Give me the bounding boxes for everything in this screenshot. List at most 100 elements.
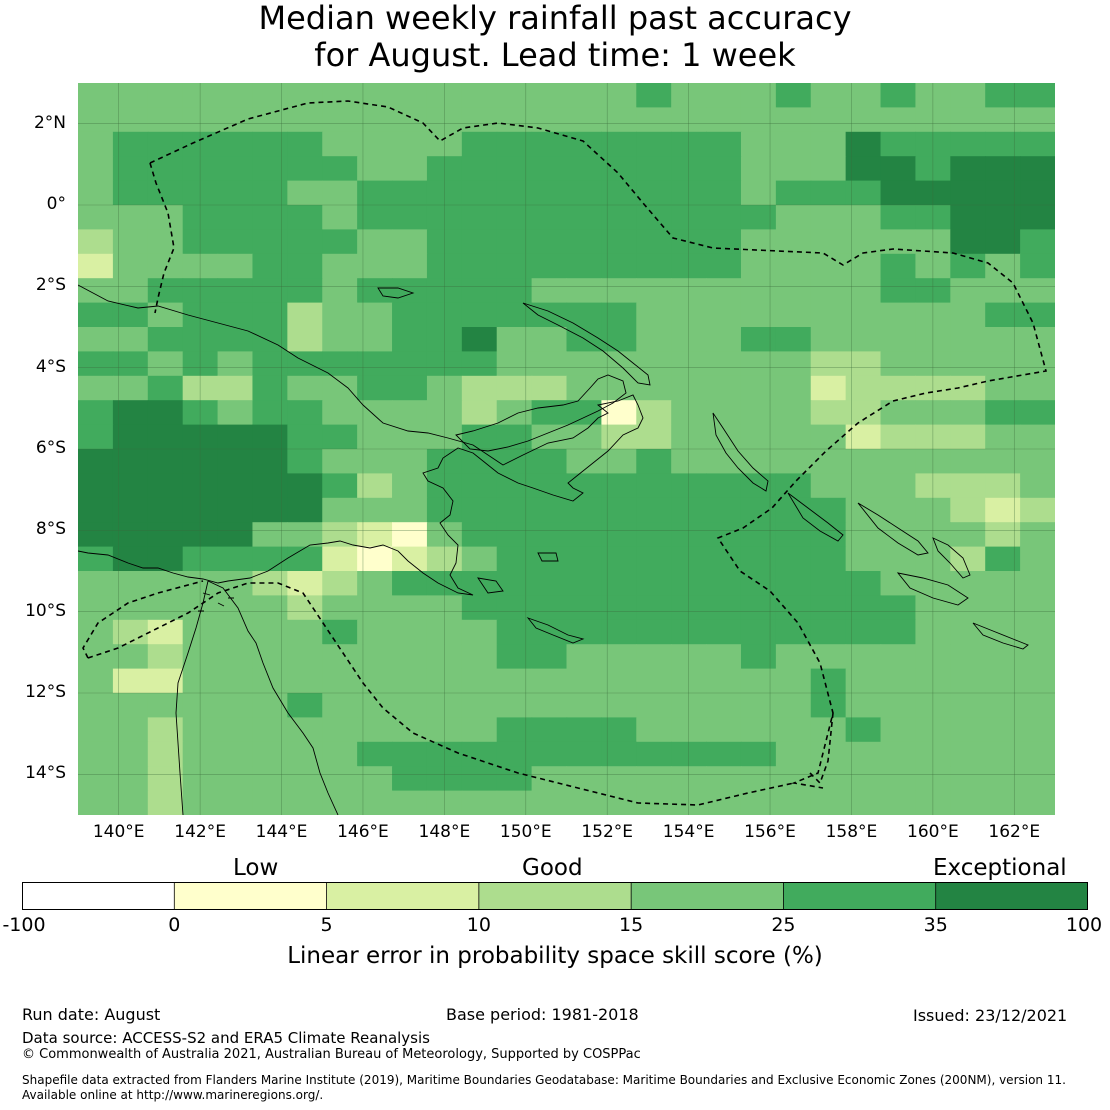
- score-cell: [287, 351, 323, 377]
- latitude-label: 2°N: [33, 112, 66, 133]
- score-cell: [985, 205, 1021, 230]
- score-cell: [287, 180, 323, 206]
- score-cell: [78, 497, 114, 523]
- score-cell: [950, 180, 986, 206]
- score-cell: [740, 327, 777, 352]
- score-cell: [357, 253, 393, 279]
- score-cell: [601, 766, 637, 792]
- score-cell: [147, 83, 184, 108]
- score-cell: [636, 693, 672, 718]
- score-cell: [147, 766, 184, 792]
- score-cell: [78, 351, 114, 377]
- score-cell: [217, 595, 254, 621]
- score-cell: [636, 156, 672, 182]
- score-cell: [496, 424, 533, 450]
- score-cell: [601, 546, 637, 572]
- score-cell: [845, 571, 882, 596]
- score-cell: [252, 302, 288, 328]
- score-cell: [531, 83, 568, 108]
- score-cell: [636, 302, 672, 328]
- score-cell: [775, 449, 812, 474]
- score-cell: [461, 449, 498, 474]
- score-cell: [461, 497, 498, 523]
- score-cell: [775, 351, 812, 377]
- choiseul-coastline: [787, 492, 844, 542]
- score-cell: [252, 473, 288, 499]
- score-cell: [461, 375, 498, 401]
- score-cell: [147, 449, 184, 474]
- score-cell: [252, 400, 288, 426]
- longitude-label: 154°E: [662, 822, 715, 842]
- score-cell: [496, 522, 533, 548]
- score-cell: [217, 668, 254, 694]
- score-cell: [810, 693, 847, 718]
- score-cell: [287, 449, 323, 474]
- score-cell: [706, 644, 742, 670]
- score-cell: [357, 131, 393, 157]
- score-cell: [392, 619, 428, 645]
- score-cell: [461, 522, 498, 548]
- score-cell: [810, 107, 847, 133]
- score-cell: [78, 229, 114, 255]
- guadalcanal-coastline: [896, 572, 969, 606]
- score-cell: [740, 790, 777, 815]
- score-cell: [78, 790, 114, 815]
- score-cell: [461, 229, 498, 255]
- manus-coastline: [377, 287, 415, 299]
- skill-score-map: [78, 83, 1055, 815]
- score-cell: [287, 375, 323, 401]
- score-cell: [357, 497, 393, 523]
- score-cell: [636, 424, 672, 450]
- score-cell: [287, 717, 323, 743]
- score-cell: [1020, 449, 1055, 474]
- score-cell: [112, 449, 149, 474]
- score-cell: [531, 790, 568, 815]
- new-britain-coastline: [455, 374, 627, 452]
- score-cell: [392, 400, 428, 426]
- score-cell: [950, 229, 986, 255]
- score-cell: [985, 522, 1021, 548]
- score-cell: [1020, 595, 1055, 621]
- score-cell: [217, 156, 254, 182]
- score-cell: [810, 619, 847, 645]
- png-eez-boundary: [149, 100, 1048, 789]
- score-cell: [810, 522, 847, 548]
- score-cell: [78, 156, 114, 182]
- score-cell: [392, 83, 428, 108]
- score-cell: [531, 497, 568, 523]
- score-cell: [740, 766, 777, 792]
- score-cell: [810, 83, 847, 108]
- score-cell: [496, 131, 533, 157]
- score-cell: [810, 449, 847, 474]
- score-cell: [636, 668, 672, 694]
- score-cell: [1020, 741, 1055, 767]
- score-cell: [880, 400, 917, 426]
- score-cell: [601, 668, 637, 694]
- score-cell: [78, 546, 114, 572]
- score-cell: [1020, 424, 1055, 450]
- colorbar-tick-label: 0: [168, 914, 181, 936]
- score-cell: [461, 278, 498, 304]
- score-cell: [740, 156, 777, 182]
- score-cell: [287, 546, 323, 572]
- score-cell: [78, 180, 114, 206]
- score-cell: [845, 668, 882, 694]
- score-cell: [287, 644, 323, 670]
- score-cell: [566, 278, 602, 304]
- score-cell: [845, 546, 882, 572]
- score-cell: [985, 546, 1021, 572]
- latitude-label: 0°: [46, 194, 66, 214]
- score-cell: [461, 205, 498, 230]
- score-cell: [78, 131, 114, 157]
- score-cell: [287, 156, 323, 182]
- score-cell: [357, 522, 393, 548]
- score-cell: [566, 668, 602, 694]
- score-cell: [496, 156, 533, 182]
- score-cell: [287, 619, 323, 645]
- score-cell: [217, 790, 254, 815]
- score-cell: [287, 522, 323, 548]
- louisiade-coastline: [526, 617, 585, 644]
- score-cell: [601, 83, 637, 108]
- copyright-notice: © Commonwealth of Australia 2021, Austra…: [22, 1047, 641, 1062]
- score-cell: [112, 595, 149, 621]
